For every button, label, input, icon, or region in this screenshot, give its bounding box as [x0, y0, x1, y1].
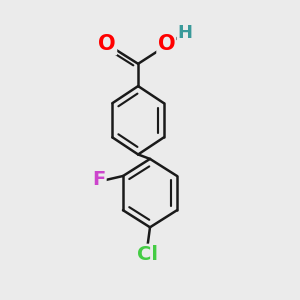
Text: Cl: Cl [136, 245, 158, 264]
Text: O: O [98, 34, 116, 54]
Text: F: F [92, 170, 106, 189]
Text: H: H [178, 25, 193, 43]
Text: O: O [158, 34, 175, 54]
